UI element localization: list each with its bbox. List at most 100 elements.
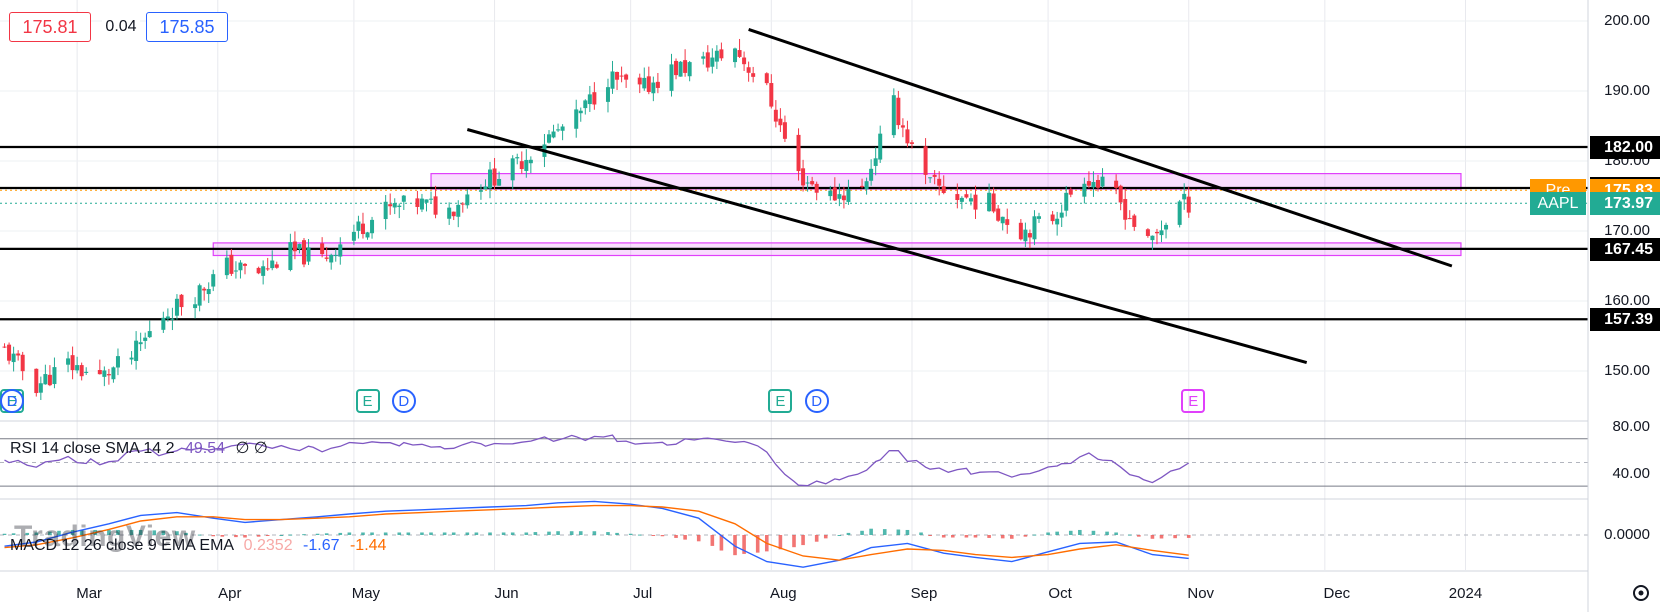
candle [782, 115, 787, 142]
ask-price-badge[interactable]: 175.85 [146, 12, 228, 42]
macd-hist-bar [184, 532, 188, 535]
candle [1186, 186, 1191, 218]
candle [84, 367, 89, 375]
macd-hist-bar [1068, 530, 1073, 535]
candle-body [733, 48, 738, 63]
macd-hist-bar [420, 532, 424, 535]
candle [615, 71, 620, 91]
candle [642, 67, 647, 91]
candle-body [75, 365, 80, 371]
candle [1177, 199, 1182, 228]
candle [497, 171, 502, 186]
candle-body [274, 264, 279, 268]
candle [492, 157, 497, 190]
macd-hist-bar [48, 531, 52, 535]
candle-body [229, 254, 234, 274]
macd-hist-bar [987, 535, 991, 538]
candle-body [38, 383, 43, 393]
candle [7, 342, 12, 365]
candle-body [583, 100, 588, 109]
candle-body [1095, 179, 1100, 188]
candle-body [905, 129, 910, 144]
price-label[interactable]: 167.45 [1590, 237, 1660, 261]
earnings-marker[interactable]: E [1181, 389, 1206, 413]
macd-hist-bar [801, 535, 805, 546]
candle-body [333, 254, 338, 257]
candle [583, 99, 588, 115]
candle-body [392, 203, 397, 208]
candle [1032, 210, 1037, 246]
candle [1150, 235, 1155, 250]
macd-hist-bar [814, 535, 819, 542]
candle [805, 176, 810, 192]
price-label[interactable]: 182.00 [1590, 136, 1660, 159]
candle-body [165, 316, 170, 319]
candle [1059, 204, 1064, 227]
candle [828, 185, 833, 201]
trendline [748, 27, 1453, 268]
candle [1123, 188, 1128, 230]
dividend-marker[interactable]: D [804, 389, 829, 413]
macd-hist-bar [34, 532, 39, 535]
signal-line [4, 504, 1189, 561]
macd-hist-bar [941, 535, 946, 538]
earnings-marker[interactable]: E [355, 389, 380, 413]
candle [1055, 211, 1060, 236]
candle [274, 261, 279, 269]
candle [365, 231, 370, 240]
candle [737, 38, 742, 59]
candle [796, 128, 801, 181]
macd-tick: 0.0000 [1604, 526, 1650, 543]
candle [460, 202, 465, 213]
time-tick: May [351, 585, 381, 602]
macd-hist-bar [256, 535, 261, 537]
rsi-legend[interactable]: RSI 14 close SMA 14 2 49.54 ∅ ∅ [10, 438, 268, 458]
candle [66, 351, 71, 373]
candle [905, 120, 910, 148]
candle [388, 193, 393, 215]
candle [646, 66, 651, 95]
candle-body [615, 71, 620, 80]
candle [896, 90, 901, 130]
time-tick: Nov [1187, 585, 1215, 602]
candle-body [84, 371, 89, 373]
price-label[interactable]: 173.97 [1590, 192, 1660, 216]
macd-hist-bar [315, 533, 320, 535]
candle [619, 66, 624, 83]
macd-hist-bar [1114, 532, 1118, 535]
candle-body [365, 232, 370, 238]
grid [0, 0, 1588, 570]
earnings-marker[interactable]: E [768, 389, 793, 413]
candle [524, 149, 529, 178]
settings-icon[interactable] [1630, 582, 1652, 604]
time-tick: 2024 [1448, 585, 1483, 602]
candle [292, 231, 297, 260]
dividend-marker[interactable]: D [391, 389, 416, 413]
candle-body [810, 181, 815, 185]
candle-body [841, 195, 846, 201]
trendlines [466, 27, 1453, 365]
candle [864, 177, 869, 195]
candle-body [351, 231, 356, 241]
candle-body [1032, 216, 1037, 240]
macd-legend[interactable]: MACD 12 26 close 9 EMA EMA 0.2352 -1.67 … [10, 537, 386, 555]
candle [465, 189, 470, 209]
candle-body [655, 81, 660, 88]
candle-body [1159, 230, 1164, 236]
candle-body [769, 83, 774, 107]
candle-body [687, 62, 692, 77]
candle-body [102, 370, 107, 377]
candle [43, 364, 48, 385]
candle-body [873, 158, 878, 166]
dividend-marker[interactable]: D [0, 389, 24, 413]
candle [846, 179, 851, 205]
candle [356, 215, 361, 239]
candle-body [1177, 201, 1182, 225]
bid-price-badge[interactable]: 175.81 [9, 12, 91, 42]
candle-body [488, 169, 493, 189]
time-tick: Mar [76, 585, 103, 602]
candle-body [860, 185, 865, 187]
price-label[interactable]: 157.39 [1590, 308, 1660, 332]
candle [878, 125, 883, 163]
macd-hist-bar [1127, 534, 1132, 536]
